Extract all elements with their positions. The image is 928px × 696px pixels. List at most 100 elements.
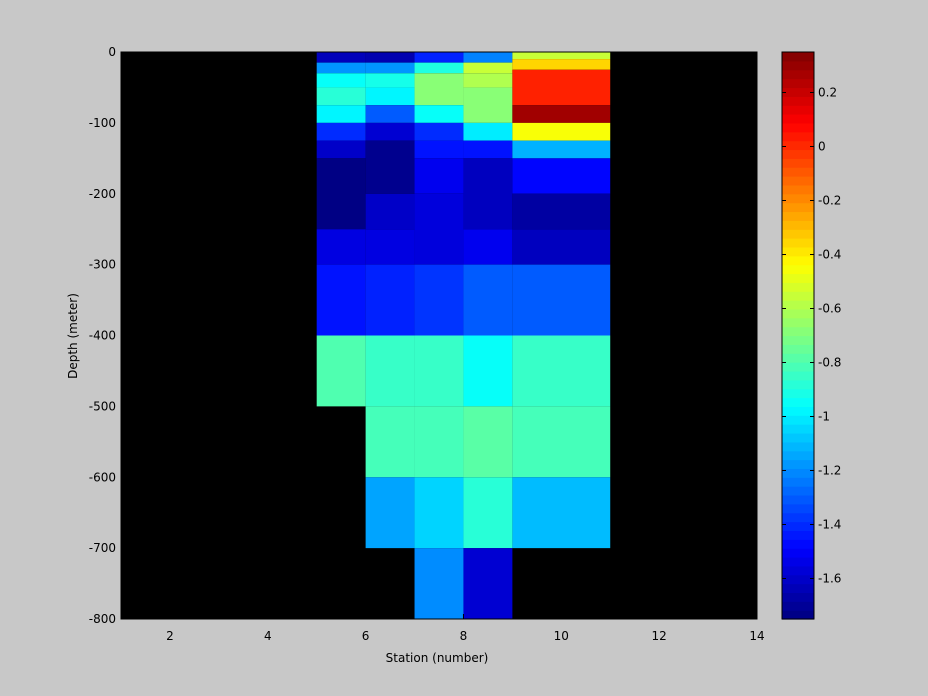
colorbar-segment [782,60,814,71]
colorbar-segment [782,521,814,532]
heatmap-cell [365,87,415,106]
colorbar-segment [782,512,814,523]
heatmap-cell [365,105,415,123]
colorbar-segment [782,592,814,602]
heatmap-cell [463,335,513,407]
heatmap-cell [365,264,415,336]
colorbar-segment [782,494,814,505]
colorbar-segment [782,556,814,567]
colorbar-segment [782,548,814,558]
x-tick-label: 10 [554,629,569,643]
colorbar-segment [782,415,814,425]
colorbar-segment [782,379,814,390]
colorbar-segment [782,326,814,337]
heatmap-cell [414,406,464,478]
colorbar-segment [782,300,814,310]
colorbar-tick-label: -1.4 [818,518,841,532]
heatmap-cell [316,264,366,336]
plot-area: 2 4 6 8 10 12 14 0 -100 -200 -300 -400 -500 -600 -700 -… [89,45,765,643]
plot-axes: 2 4 6 8 10 12 14 0 -100 -200 -300 -400 -500 -600 -700 -… [89,45,765,643]
heatmap-cell [365,73,415,88]
heatmap-cell [365,140,415,194]
colorbar-segment [782,477,814,487]
colorbar-segment [782,282,814,292]
heatmap-cell [463,548,513,619]
heatmap-cell [512,477,611,549]
heatmap-cell [414,548,464,619]
x-tick-label: 2 [166,629,174,643]
heatmap-cell [463,140,513,159]
y-tick-label: -100 [89,116,116,130]
colorbar-segment [782,229,814,239]
x-axis-label: Station (number) [386,651,489,665]
colorbar-tick-label: -1.6 [818,572,841,586]
heatmap-cell [414,264,464,336]
heatmap-cell [365,229,415,265]
y-tick-label: -400 [89,329,116,343]
heatmap-cell [365,335,415,407]
y-axis-label: Depth (meter) [66,293,80,379]
heatmap-cell [463,122,513,141]
colorbar-segment [782,601,814,611]
colorbar-segment [782,78,814,89]
colorbar-segment [782,610,814,620]
heatmap-cell [463,229,513,265]
colorbar-segment [782,441,814,452]
heatmap-cell [463,73,513,88]
colorbar-segment [782,184,814,195]
y-tick-label: -300 [89,258,116,272]
colorbar-segment [782,406,814,416]
heatmap-cell [414,105,464,123]
heatmap-cell [414,158,464,194]
heatmap-cell [512,122,611,141]
heatmap-cell [414,140,464,159]
heatmap-cell [512,105,611,123]
heatmap-cell [365,193,415,230]
heatmap-cell [463,477,513,549]
colorbar-segment [782,52,814,62]
colorbar-segment [782,503,814,514]
colorbar-segment [782,468,814,478]
colorbar-segment [782,122,814,133]
colorbar-segment [782,264,814,275]
colorbar-segment [782,202,814,213]
colorbar-segment [782,255,814,266]
colorbar-segment [782,450,814,461]
colorbar: 0.2 0 -0.2 -0.4 -0.6 -0.8 -1 -1.2 -1.4 -1.6 [781,51,841,620]
colorbar-segment [782,246,814,257]
heatmap-cell [316,73,366,88]
colorbar-segment [782,158,814,168]
colorbar-segment [782,167,814,177]
heatmap-cell [512,69,611,106]
colorbar-segment [782,149,814,159]
heatmap-cell [316,158,366,230]
heatmap-cell [512,52,611,60]
colorbar-segment [782,459,814,469]
x-tick-label: 4 [264,629,272,643]
colorbar-segment [782,530,814,540]
heatmap-cell [316,105,366,123]
heatmap-cells [316,52,611,619]
colorbar-segment [782,176,814,186]
colorbar-segment [782,105,814,115]
colorbar-segment [782,353,814,363]
colorbar-segment [782,317,814,328]
heatmap-cell [512,59,611,70]
heatmap-cell [316,229,366,265]
heatmap-cell [316,122,366,141]
colorbar-segment [782,69,814,80]
colorbar-segment [782,486,814,496]
colorbar-tick-label: -0.8 [818,356,841,370]
colorbar-segment [782,432,814,443]
heatmap-cell [512,406,611,478]
colorbar-segment [782,424,814,434]
heatmap-cell [512,264,611,336]
heatmap-cell [414,122,464,141]
x-tick-label: 12 [652,629,667,643]
colorbar-segment [782,539,814,549]
colorbar-tick-label: -0.4 [818,248,841,262]
heatmap-cell [463,158,513,230]
heatmap-cell [414,62,464,74]
heatmap-cell [512,229,611,265]
heatmap-cell [365,122,415,141]
